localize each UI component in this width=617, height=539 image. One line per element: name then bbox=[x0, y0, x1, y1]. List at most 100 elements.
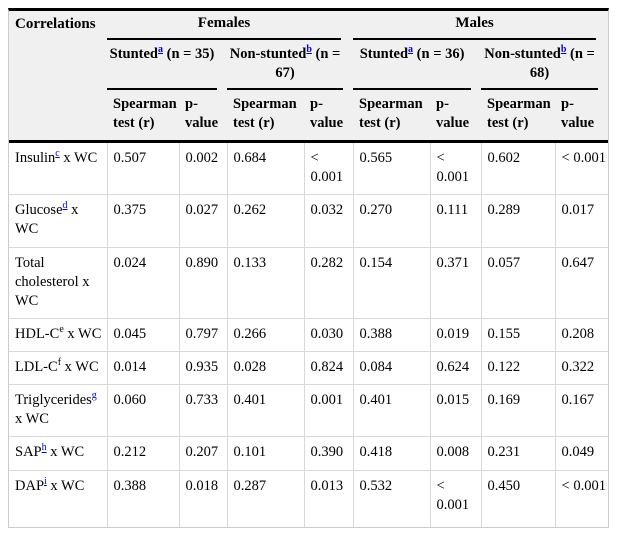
row-label: DAPi x WC bbox=[9, 470, 108, 527]
footnote-link-b[interactable]: b bbox=[306, 43, 312, 55]
row-label: Insulinc x WC bbox=[9, 141, 108, 196]
cell-r: 0.024 bbox=[107, 247, 180, 319]
table-row-total-cholesterol: Total cholesterol x WC 0.024 0.890 0.133… bbox=[9, 247, 609, 319]
cell-p: 0.797 bbox=[179, 318, 228, 353]
cell-r: 0.028 bbox=[227, 351, 305, 386]
cell-r: 0.154 bbox=[353, 247, 431, 319]
cell-r: 0.565 bbox=[353, 141, 431, 196]
variable-name: Triglycerides bbox=[15, 392, 92, 409]
table-row-insulin: Insulinc x WC 0.507 0.002 0.684 < 0.001 … bbox=[9, 141, 609, 196]
corner-header-label: Correlations bbox=[15, 16, 96, 32]
variable-suffix: x WC bbox=[15, 202, 79, 238]
cell-p: 0.019 bbox=[430, 318, 482, 353]
footnote-link-d[interactable]: d bbox=[62, 200, 68, 212]
cell-r: 0.532 bbox=[353, 470, 431, 527]
footnote-link-c[interactable]: c bbox=[55, 148, 60, 160]
cell-p: < 0.001 bbox=[555, 141, 609, 196]
subgroup-header-males-nonstunted: Non-stuntedb (n = 68) bbox=[481, 40, 608, 90]
variable-name: Total cholesterol bbox=[15, 254, 79, 290]
cell-r: 0.287 bbox=[227, 470, 305, 527]
cell-p: 0.013 bbox=[304, 470, 354, 527]
cell-r: 0.418 bbox=[353, 436, 431, 471]
cell-r: 0.388 bbox=[107, 470, 180, 527]
cell-r: 0.169 bbox=[481, 384, 556, 438]
cell-p: 0.049 bbox=[555, 436, 609, 471]
sample-size: (n = 68) bbox=[529, 45, 595, 81]
variable-suffix: x WC bbox=[50, 477, 85, 494]
cell-p: < 0.001 bbox=[561, 477, 606, 494]
footnote-link-a[interactable]: a bbox=[408, 43, 414, 55]
cell-p: < 0.001 bbox=[304, 141, 354, 196]
table-row-glucose: Glucosed x WC 0.375 0.027 0.262 0.032 0.… bbox=[9, 194, 609, 248]
table-row-dap: DAPi x WC 0.388 0.018 0.287 0.013 0.532 … bbox=[9, 470, 608, 527]
row-label: Total cholesterol x WC bbox=[9, 247, 108, 319]
group-header-females: Females bbox=[107, 11, 353, 40]
footnote-link-b[interactable]: b bbox=[560, 43, 567, 55]
cell-r: 0.289 bbox=[481, 194, 556, 248]
cell-r: 0.262 bbox=[227, 194, 305, 248]
cell-p: 0.282 bbox=[304, 247, 354, 319]
cell-p: 0.111 bbox=[430, 194, 482, 248]
footnote-link-a[interactable]: a bbox=[158, 43, 163, 55]
variable-name: Insulin bbox=[15, 150, 56, 167]
subgroup-label: Non-stunted bbox=[229, 45, 307, 62]
table-row-ldl-c: LDL-Cf x WC 0.014 0.935 0.028 0.824 0.08… bbox=[9, 351, 609, 386]
corner-header: Correlations bbox=[9, 11, 107, 144]
variable-suffix: x WC bbox=[67, 325, 102, 342]
cell-r: 0.388 bbox=[353, 318, 431, 353]
footnote-e: e bbox=[59, 324, 64, 336]
variable-suffix: x WC bbox=[64, 359, 99, 376]
females-label: Females bbox=[107, 14, 342, 40]
subgroup-label: Non-stunted bbox=[484, 45, 561, 62]
cell-p: 0.002 bbox=[179, 141, 228, 196]
cell-p: 0.624 bbox=[430, 351, 482, 386]
cell-p: 0.015 bbox=[430, 384, 482, 438]
spearman-header: Spearman test (r) bbox=[481, 89, 556, 144]
cell-p: 0.018 bbox=[179, 470, 228, 527]
correlations-table-container: Correlations Females Males Stunteda (n =… bbox=[8, 8, 609, 528]
variable-suffix: x WC bbox=[15, 273, 90, 309]
variable-suffix: x WC bbox=[50, 444, 85, 461]
sample-size: (n = 67) bbox=[275, 45, 341, 81]
cell-r: 0.684 bbox=[227, 141, 305, 196]
spearman-header: Spearman test (r) bbox=[353, 89, 431, 144]
variable-name: HDL-C bbox=[15, 325, 60, 342]
header-row-subgroups: Stunteda (n = 35) Non-stuntedb (n = 67) … bbox=[9, 40, 608, 90]
footnote-link-i[interactable]: i bbox=[44, 475, 47, 487]
footnote-link-g[interactable]: g bbox=[91, 390, 97, 402]
table-row-triglycerides: Triglyceridesg x WC 0.060 0.733 0.401 0.… bbox=[9, 384, 609, 438]
sample-size: (n = 36) bbox=[416, 45, 465, 62]
footnote-link-h[interactable]: h bbox=[41, 442, 47, 454]
row-label: HDL-Ce x WC bbox=[9, 318, 108, 353]
cell-p: 0.390 bbox=[304, 436, 354, 471]
cell-r: 0.060 bbox=[107, 384, 180, 438]
cell-p: 0.322 bbox=[555, 351, 609, 386]
footnote-f: f bbox=[57, 357, 62, 369]
cell-p: 0.208 bbox=[555, 318, 609, 353]
cell-p: 0.935 bbox=[179, 351, 228, 386]
subgroup-label: Stunted bbox=[109, 45, 158, 62]
table-header: Correlations Females Males Stunteda (n =… bbox=[9, 11, 609, 144]
cell-r: 0.401 bbox=[353, 384, 431, 438]
cell-p: 0.824 bbox=[304, 351, 354, 386]
variable-name: Glucose bbox=[15, 202, 63, 219]
cell-p: 0.001 bbox=[304, 384, 354, 438]
cell-r: 0.101 bbox=[227, 436, 305, 471]
cell-p: 0.027 bbox=[179, 194, 228, 248]
spearman-header: Spearman test (r) bbox=[107, 89, 179, 144]
males-label: Males bbox=[353, 14, 597, 40]
variable-suffix: x WC bbox=[15, 411, 49, 428]
cell-p: 0.647 bbox=[555, 247, 609, 319]
variable-name: SAP bbox=[15, 444, 42, 461]
cell-p: 0.371 bbox=[430, 247, 482, 319]
subgroup-header-females-nonstunted: Non-stuntedb (n = 67) bbox=[227, 40, 353, 90]
cell-p: 0.017 bbox=[555, 194, 609, 248]
correlations-table: Correlations Females Males Stunteda (n =… bbox=[9, 11, 609, 527]
cell-r: 0.450 bbox=[481, 470, 556, 527]
subgroup-header-females-stunted: Stunteda (n = 35) bbox=[107, 40, 227, 90]
cell-p: 0.032 bbox=[304, 194, 354, 248]
cell-p: 0.030 bbox=[304, 318, 354, 353]
cell-p: 0.890 bbox=[179, 247, 228, 319]
cell-r: 0.122 bbox=[481, 351, 556, 386]
row-label: LDL-Cf x WC bbox=[9, 351, 108, 386]
